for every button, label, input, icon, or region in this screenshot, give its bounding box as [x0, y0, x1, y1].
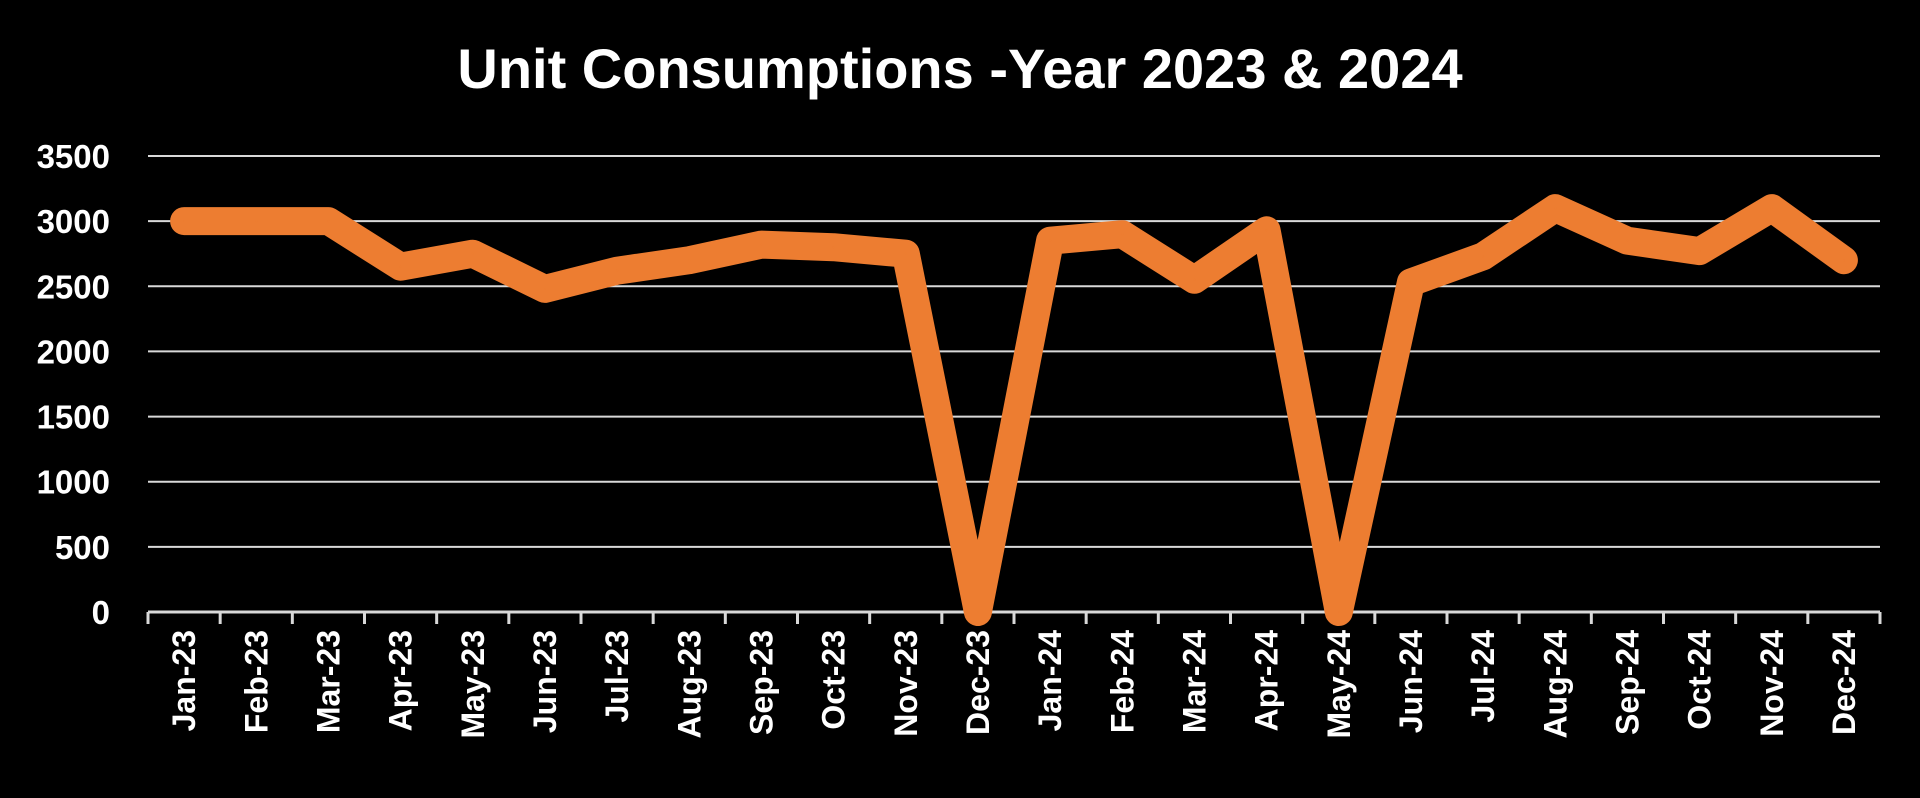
data-point: [1626, 239, 1629, 242]
x-tick-label: Jan-23: [166, 630, 202, 731]
x-tick-label: Jul-23: [599, 630, 635, 722]
x-tick-label: Sep-23: [743, 630, 779, 735]
data-point: [1698, 250, 1701, 253]
x-tick-label: Apr-24: [1249, 630, 1285, 732]
series-line: [170, 194, 1858, 626]
data-point: [1409, 281, 1412, 284]
y-tick-label: 1000: [37, 464, 110, 501]
y-tick-label: 3500: [37, 138, 110, 175]
data-point: [183, 220, 186, 223]
data-point: [976, 611, 979, 613]
x-tick-label: Dec-23: [960, 630, 996, 735]
data-point: [832, 246, 835, 249]
x-tick-label: Apr-23: [383, 630, 419, 731]
data-point: [1554, 207, 1557, 210]
data-point: [255, 220, 258, 223]
data-point: [327, 220, 330, 223]
data-point: [688, 259, 691, 262]
x-tick-label: Jun-23: [527, 630, 563, 733]
data-point: [1842, 259, 1845, 262]
x-tick-label: Jul-24: [1465, 630, 1501, 723]
x-tick-label: Mar-24: [1176, 630, 1212, 733]
x-tick-label: Aug-23: [671, 630, 707, 738]
y-tick-label: 0: [92, 594, 110, 631]
x-tick-label: Dec-24: [1826, 630, 1862, 735]
data-point: [760, 243, 763, 246]
x-tick-label: Feb-24: [1104, 630, 1140, 733]
data-point: [1121, 233, 1124, 236]
x-tick-label: May-23: [455, 630, 491, 739]
x-tick-label: Jan-24: [1032, 630, 1068, 732]
series-layer: [170, 194, 1858, 626]
data-point: [1482, 255, 1485, 258]
data-point: [1049, 239, 1052, 242]
chart-title: Unit Consumptions -Year 2023 & 2024: [457, 37, 1462, 100]
data-point: [1770, 207, 1773, 210]
y-tick-label: 1500: [37, 399, 110, 436]
x-tick-label: Sep-24: [1609, 630, 1645, 735]
data-point: [616, 269, 619, 272]
x-tick-label: May-24: [1321, 630, 1357, 739]
x-tick-label: Feb-23: [238, 630, 274, 733]
x-tick-label: Aug-24: [1537, 630, 1573, 739]
x-tick-label: Oct-24: [1682, 630, 1718, 730]
y-tick-label: 2000: [37, 333, 110, 370]
axes: [146, 610, 1882, 624]
x-tick-label: Oct-23: [816, 630, 852, 730]
y-tick-label: 2500: [37, 268, 110, 305]
data-point: [471, 252, 474, 255]
x-tick-label: Jun-24: [1393, 630, 1429, 733]
x-tick-label: Mar-23: [310, 630, 346, 733]
data-point: [904, 252, 907, 255]
y-tick-label: 500: [55, 529, 110, 566]
data-point: [1193, 278, 1196, 281]
y-tick-label: 3000: [37, 203, 110, 240]
data-point: [399, 265, 402, 268]
data-point: [543, 287, 546, 290]
tick-labels: 0 500 1000 1500 2000 2500 3000 3500 Jan-23 Feb-23…: [37, 138, 1862, 739]
x-tick-label: Nov-23: [888, 630, 924, 737]
data-point: [1265, 229, 1268, 232]
data-point: [1337, 611, 1340, 613]
x-tick-label: Nov-24: [1754, 630, 1790, 737]
